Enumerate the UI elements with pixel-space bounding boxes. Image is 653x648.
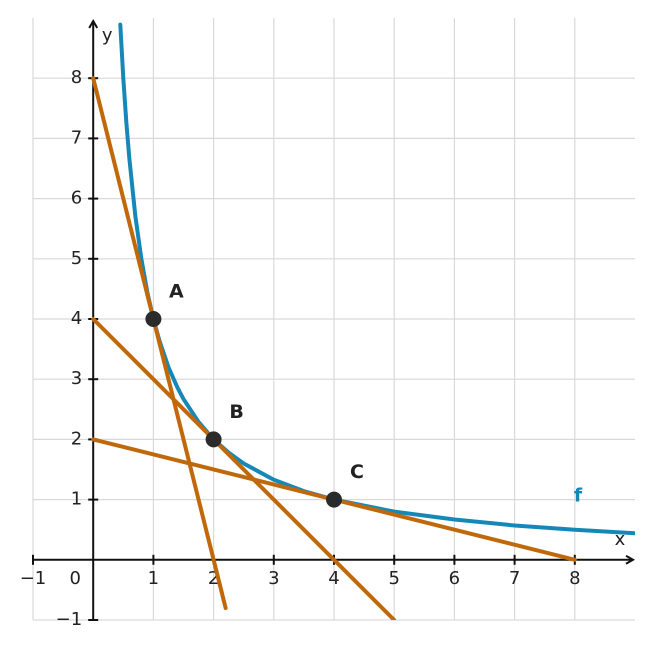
x-tick-label: 8 — [569, 568, 580, 589]
tangent-line — [91, 76, 228, 610]
point-label: B — [229, 401, 243, 423]
y-tick-label: 5 — [71, 248, 82, 269]
y-tick-label: 3 — [71, 368, 82, 389]
x-tick-label: 3 — [268, 568, 279, 589]
y-tick-label: 7 — [71, 127, 82, 148]
x-tick-label: 2 — [208, 568, 219, 589]
point — [145, 311, 162, 327]
x-tick-label: 1 — [148, 568, 159, 589]
grid — [32, 18, 635, 621]
point — [326, 491, 342, 508]
y-axis-label: y — [102, 25, 113, 46]
points: f A B C — [145, 281, 583, 508]
x-tick-label: 0 — [69, 568, 80, 589]
y-tick-label: −1 — [56, 609, 83, 630]
tangent-line — [91, 317, 397, 620]
point — [205, 431, 222, 448]
x-tick-label: 6 — [449, 568, 460, 589]
y-tick-label: 6 — [71, 188, 82, 209]
x-tick-label: 4 — [328, 568, 339, 589]
curve — [118, 22, 635, 536]
legend-label: f — [574, 485, 583, 507]
x-tick-label: 5 — [388, 568, 399, 589]
point-label: A — [169, 281, 184, 303]
plot-area — [91, 22, 635, 620]
y-tick-label: 4 — [71, 308, 82, 329]
x-tick-label: 7 — [509, 568, 520, 589]
point-label: C — [350, 461, 364, 483]
y-tick-label: 8 — [71, 67, 82, 88]
y-tick-label: 1 — [71, 489, 82, 510]
x-axis-label: x — [615, 529, 626, 550]
axes: −1 0 1 2 3 4 5 6 7 8 −1 1 2 3 4 5 6 7 8 x y — [20, 22, 632, 630]
y-tick-label: 2 — [71, 428, 82, 449]
x-tick-label: −1 — [20, 568, 47, 589]
